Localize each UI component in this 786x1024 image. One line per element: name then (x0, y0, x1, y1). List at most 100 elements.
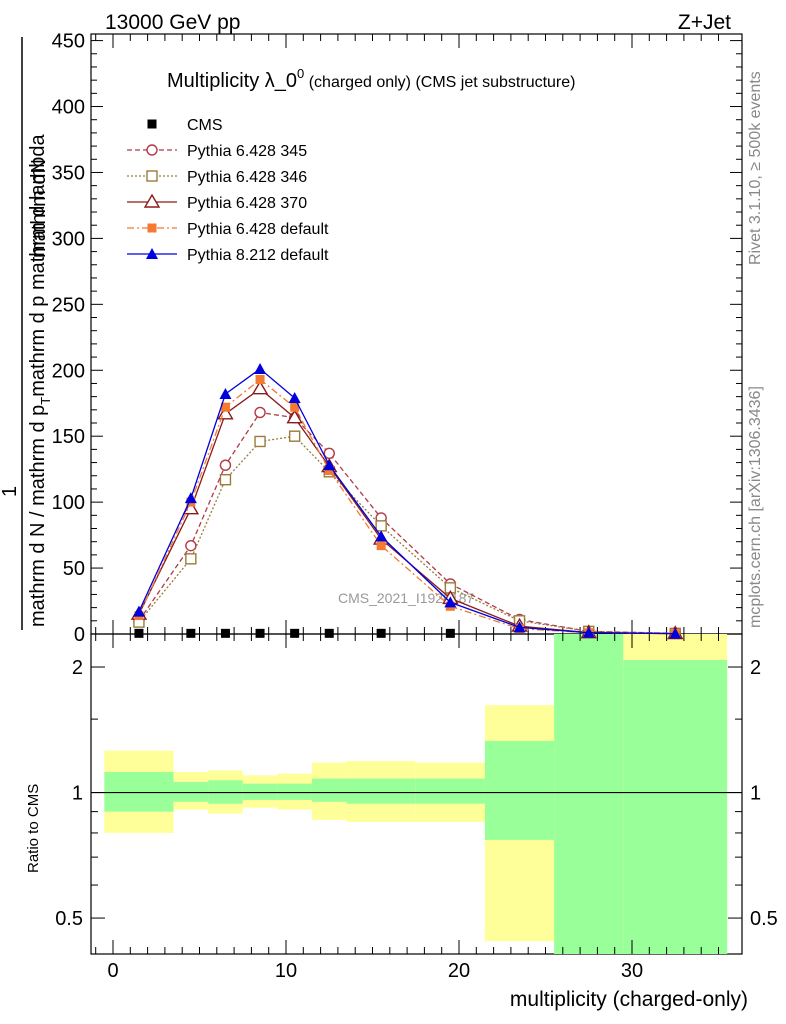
ratio-ytick-label: 2 (72, 657, 83, 679)
series-5-point-6 (375, 530, 388, 542)
series-4-point-4 (290, 402, 300, 412)
main-ytick-label: 350 (52, 162, 85, 184)
legend-marker-1 (146, 144, 158, 156)
legend-label-3: Pythia 6.428 370 (187, 195, 307, 212)
energy-label: 13000 GeV pp (105, 11, 240, 34)
series-5-point-1 (184, 492, 197, 504)
series-0-point-2 (220, 628, 230, 638)
stat-band-0 (104, 772, 174, 812)
main-ytick-label: 450 (52, 31, 85, 53)
main-ytick-label: 300 (52, 228, 85, 250)
legend-marker-2 (146, 170, 158, 182)
series-0 (134, 628, 455, 638)
series-0-point-5 (324, 628, 334, 638)
x-tick-label: 10 (275, 960, 297, 982)
x-axis-label: multiplicity (charged-only) (510, 988, 748, 1011)
stat-band-6 (346, 778, 416, 804)
ylabel-denominator-end: mathrm d lambda (27, 134, 49, 296)
x-tick-label: 20 (448, 960, 470, 982)
series-5-point-0 (132, 605, 145, 617)
ratio-bands (104, 634, 728, 954)
series-1-point-5 (323, 447, 335, 460)
series-2-point-1 (185, 553, 197, 565)
legend-marker-0 (147, 119, 157, 129)
series-1-point-3 (254, 406, 266, 419)
ylabel-denominator: mathrm d N / mathrm d pTmathrm d p mathr… (27, 134, 53, 627)
legend-label-4: Pythia 6.428 default (187, 221, 329, 238)
ylabel-denominator-sub: T (38, 397, 53, 405)
series-2-point-3 (254, 435, 266, 448)
title-suffix: (charged only) (CMS jet substructure) (304, 74, 575, 91)
series-3-point-4 (286, 409, 303, 424)
ylabel-numerator-prefix: 1 (0, 486, 21, 497)
ratio-ytick-label-right: 1 (750, 783, 761, 805)
series-5-point-7 (444, 596, 457, 608)
series-0-point-6 (376, 628, 386, 638)
series-5-point-4 (288, 391, 301, 403)
main-ytick-label: 150 (52, 426, 85, 448)
ylabel-denominator-mid: mathrm d p (27, 296, 49, 397)
rivet-note: Rivet 3.1.10, ≥ 500k events (747, 71, 764, 265)
series-4-point-6 (376, 541, 386, 551)
legend-marker-3 (143, 193, 161, 208)
legend-marker-4 (147, 223, 157, 233)
process-label: Z+Jet (678, 11, 731, 34)
main-ylabel: mathrm dN 1 mathrm d N / mathrm d pTmath… (0, 37, 53, 630)
series-5-point-3 (254, 362, 267, 374)
main-ytick-label: 50 (63, 558, 85, 580)
ratio-ytick-label: 1 (72, 783, 83, 805)
series-5-point-5 (323, 459, 336, 471)
main-ytick-label: 100 (52, 492, 85, 514)
series-3-point-3 (251, 380, 269, 395)
series-4-point-5 (324, 465, 334, 475)
main-ytick-label: 250 (52, 294, 85, 316)
stat-band-3 (242, 783, 278, 800)
stat-band-4 (277, 783, 312, 800)
plot-title: Multiplicity λ_00 (charged only) (CMS je… (167, 66, 575, 92)
ratio-frame (90, 633, 743, 955)
series-5 (132, 362, 682, 639)
series-4-point-2 (220, 402, 230, 412)
legend-label-0: CMS (187, 117, 223, 134)
stat-band-9 (554, 634, 624, 954)
series-2-point-4 (288, 430, 301, 442)
series-0-point-1 (186, 628, 196, 638)
series-2-point-2 (219, 474, 232, 486)
main-ytick-label: 0 (74, 624, 85, 646)
series-1-point-2 (219, 459, 232, 471)
stat-band-7 (415, 778, 485, 804)
stat-band-5 (311, 778, 347, 802)
legend-label-2: Pythia 6.428 346 (187, 169, 307, 186)
stat-band-10 (623, 659, 728, 954)
series-0-point-0 (134, 628, 144, 638)
stat-band-8 (484, 740, 555, 840)
series-0-point-4 (290, 628, 300, 638)
ratio-ytick-label: 0.5 (55, 908, 83, 930)
ratio-y-axis-label: Ratio to CMS (25, 784, 42, 873)
title-main: Multiplicity λ_0 (167, 70, 297, 92)
mcplots-note: mcplots.cern.ch [arXiv:1306.3436] (747, 386, 764, 628)
stat-band-1 (173, 781, 209, 802)
series-4-point-3 (255, 374, 265, 384)
axes-ticks: 0 50 100 150 200 250 300 350 400 450 0 10 20 30 0.5 0.5… (52, 31, 778, 982)
main-ytick-label: 400 (52, 97, 85, 119)
ratio-ytick-label-right: 0.5 (750, 908, 778, 930)
legend-marker-5 (146, 248, 158, 259)
series-layer (130, 362, 684, 640)
ylabel-numerator: mathrm dN (28, 159, 50, 258)
x-tick-label: 30 (621, 960, 643, 982)
series-2 (133, 430, 681, 640)
series-5-point-10 (669, 627, 682, 639)
watermark: CMS_2021_I1920187 (338, 590, 474, 606)
ratio-ytick-label-right: 2 (750, 657, 761, 679)
legend: CMS Pythia 6.428 345 Pythia 6.428 346 Pythi… (127, 117, 329, 264)
series-5-point-8 (513, 621, 526, 633)
series-0-point-3 (255, 628, 265, 638)
main-ytick-label: 200 (52, 360, 85, 382)
series-5-point-9 (582, 626, 595, 638)
ylabel-denominator-main: mathrm d N / mathrm d p (27, 405, 49, 627)
title-sup: 0 (297, 66, 304, 81)
legend-label-1: Pythia 6.428 345 (187, 143, 307, 160)
series-1-point-1 (185, 539, 197, 552)
